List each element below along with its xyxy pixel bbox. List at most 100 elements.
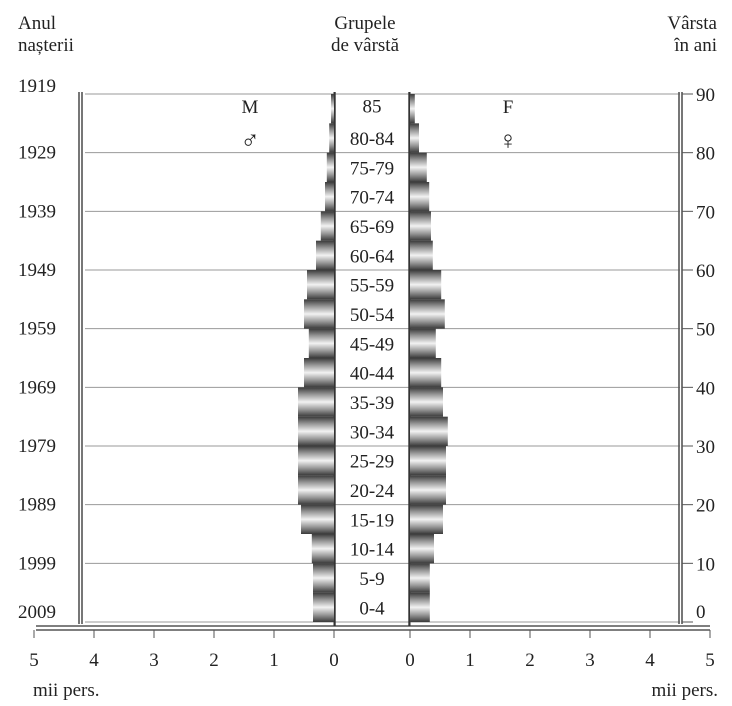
female-bar: [410, 270, 442, 300]
female-center-axis: [408, 92, 411, 626]
female-bar: [410, 123, 419, 153]
male-bar: [298, 475, 334, 505]
age-group-label: 20-24: [350, 481, 395, 502]
female-bar: [410, 416, 448, 446]
birth-year-tick: 1979: [18, 436, 56, 457]
birth-year-tick: 1949: [18, 260, 56, 281]
age-tick-label: 70: [696, 202, 715, 223]
age-tick-label: 50: [696, 320, 715, 341]
x-axis-label-left: mii pers.: [33, 680, 100, 701]
age-group-header-line2: de vârstă: [330, 35, 400, 56]
birth-year-header: Anul nașterii: [18, 13, 74, 57]
male-bar: [301, 504, 334, 534]
x-tick-label: 2: [525, 650, 535, 671]
age-group-label: 80-84: [350, 129, 395, 150]
birth-year-tick: 1939: [18, 201, 56, 222]
female-bar: [410, 387, 443, 417]
age-group-label: 25-29: [350, 452, 394, 473]
male-bar: [329, 123, 334, 153]
female-bar: [410, 592, 430, 622]
female-bar: [410, 504, 443, 534]
female-bar: [410, 534, 434, 564]
age-group-label: 30-34: [350, 422, 395, 443]
female-bar: [410, 211, 431, 241]
female-bar: [410, 152, 427, 182]
x-tick-label: 0: [405, 650, 415, 671]
age-group-label: 5-9: [359, 569, 384, 590]
female-bar: [410, 94, 415, 124]
x-tick-label: 4: [89, 650, 99, 671]
x-tick-label: 1: [269, 650, 279, 671]
age-years-header-line2: în ani: [674, 35, 717, 56]
age-group-label: 35-39: [350, 393, 394, 414]
x-tick-label: 5: [29, 650, 39, 671]
x-tick-label: 4: [645, 650, 655, 671]
male-bar: [304, 358, 334, 388]
age-group-label: 15-19: [350, 510, 394, 531]
age-tick-label: 90: [696, 85, 715, 106]
age-group-label: 45-49: [350, 334, 394, 355]
birth-year-tick: 1989: [18, 495, 56, 516]
x-tick-label: 3: [149, 650, 159, 671]
male-bar: [320, 211, 334, 241]
male-bar: [307, 270, 334, 300]
age-group-header-line1: Grupele: [334, 13, 396, 34]
female-bar: [410, 475, 446, 505]
male-bar: [298, 387, 334, 417]
female-bar: [410, 446, 446, 476]
male-bar: [308, 328, 334, 358]
age-group-label: 85: [363, 97, 382, 118]
birth-year-tick: 1959: [18, 319, 56, 340]
x-tick-label: 1: [465, 650, 475, 671]
x-tick-label: 5: [705, 650, 715, 671]
age-tick-label: 80: [696, 144, 715, 165]
x-tick-label: 0: [329, 650, 339, 671]
birth-year-header-line1: Anul: [18, 13, 56, 34]
male-bar: [326, 152, 334, 182]
birth-year-tick: 1999: [18, 553, 56, 574]
age-tick-label: 60: [696, 261, 715, 282]
birth-year-tick: 2009: [18, 602, 56, 623]
male-bar: [316, 240, 334, 270]
age-tick-label: 10: [696, 554, 715, 575]
birth-year-tick: 1969: [18, 377, 56, 398]
male-label: M: [242, 97, 259, 118]
male-bar: [311, 534, 334, 564]
female-symbol: ♀: [498, 126, 518, 155]
age-group-label: 10-14: [350, 540, 395, 561]
age-group-label: 75-79: [350, 158, 394, 179]
age-group-header: Grupele de vârstă: [300, 13, 430, 57]
female-bar: [410, 240, 433, 270]
age-tick-label: 0: [696, 602, 706, 623]
x-axis-label-right: mii pers.: [652, 680, 719, 701]
female-bar: [410, 358, 442, 388]
male-bar: [298, 446, 334, 476]
birth-year-tick: 1929: [18, 143, 56, 164]
birth-year-tick: 1919: [18, 76, 56, 97]
age-years-header: Vârsta în ani: [667, 13, 717, 57]
age-group-label: 65-69: [350, 217, 394, 238]
age-tick-label: 30: [696, 437, 715, 458]
male-bar: [331, 94, 334, 124]
male-bar: [304, 299, 334, 329]
male-bar: [325, 182, 334, 212]
age-group-label: 0-4: [359, 598, 385, 619]
female-bar: [410, 182, 430, 212]
age-group-label: 70-74: [350, 188, 395, 209]
female-bar: [410, 299, 445, 329]
x-tick-label: 2: [209, 650, 219, 671]
female-bar: [410, 563, 430, 593]
age-tick-label: 40: [696, 378, 715, 399]
male-center-axis: [333, 92, 336, 626]
female-bar: [410, 328, 436, 358]
age-group-label: 50-54: [350, 305, 395, 326]
male-bar: [313, 563, 334, 593]
age-group-label: 60-64: [350, 246, 395, 267]
male-symbol: ♂: [240, 126, 260, 155]
x-tick-label: 3: [585, 650, 595, 671]
age-group-label: 40-44: [350, 364, 395, 385]
age-years-header-line1: Vârsta: [667, 13, 717, 34]
male-bar: [313, 592, 334, 622]
birth-year-header-line2: nașterii: [18, 35, 74, 56]
